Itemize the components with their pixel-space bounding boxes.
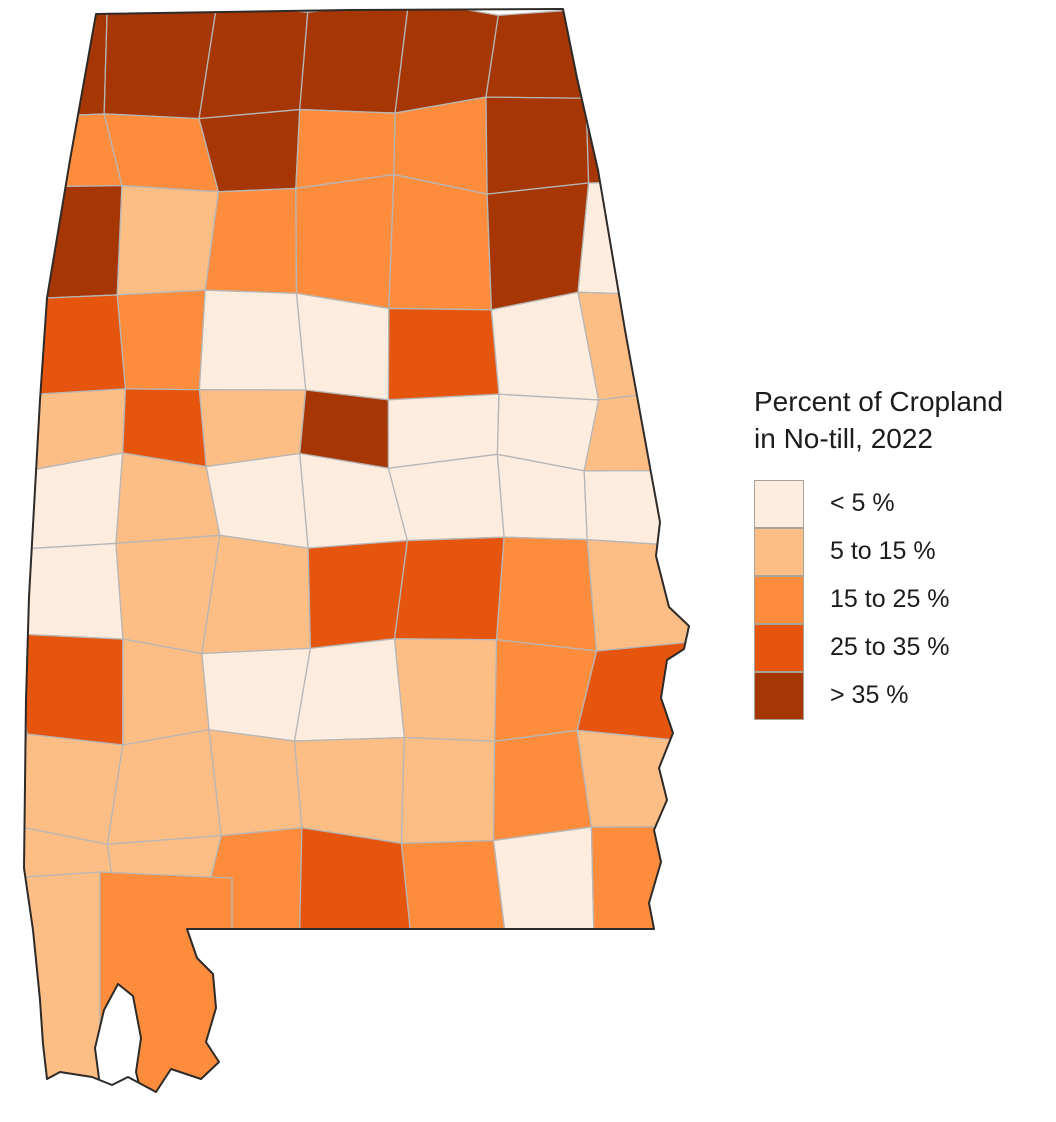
map-canvas: [23, 8, 690, 1093]
legend-label: > 35 %: [830, 680, 909, 709]
county-cell: [295, 173, 395, 310]
county-cell: [198, 9, 309, 120]
county-cell: [387, 453, 505, 542]
county-cell: [585, 97, 689, 184]
county-cell: [24, 733, 124, 845]
county-cell: [485, 96, 590, 195]
legend-label: 25 to 35 %: [830, 632, 950, 661]
legend-label: 15 to 25 %: [830, 584, 950, 613]
county-cell: [24, 184, 123, 300]
county-cell: [116, 184, 220, 296]
county-cell: [400, 736, 496, 844]
county-cell: [492, 729, 593, 842]
county-cell: [24, 871, 101, 1092]
legend-swatch: [754, 671, 804, 720]
legend: Percent of Cropland in No-till, 2022 < 5…: [742, 383, 1056, 720]
state-outline: [23, 8, 690, 1093]
county-cell: [103, 9, 218, 120]
county-cell: [24, 9, 109, 119]
alabama-county-map: [23, 8, 690, 1093]
county-cell: [299, 827, 411, 930]
county-cell: [115, 452, 221, 545]
county-cell: [24, 294, 127, 397]
legend-swatch: [754, 479, 804, 528]
county-cell: [295, 292, 390, 401]
county-cell: [299, 9, 410, 114]
county-cell: [485, 9, 587, 99]
county-cell: [586, 539, 689, 652]
county-cell: [393, 638, 498, 742]
legend-label: < 5 %: [830, 488, 895, 517]
county-cell: [24, 633, 124, 746]
county-cell: [122, 638, 210, 746]
legend-item: 5 to 15 %: [754, 527, 1056, 576]
county-cell: [201, 647, 312, 742]
legend-items: < 5 % 5 to 15 % 15 to 25 % 25 to 35 % > 35 %: [754, 479, 1056, 720]
county-cell: [106, 729, 222, 845]
county-cell: [293, 736, 405, 844]
legend-swatch: [754, 527, 804, 576]
county-cell: [293, 638, 405, 742]
county-cell: [205, 452, 309, 549]
county-cell: [583, 470, 689, 547]
mobile-bay-water: [93, 982, 145, 1092]
county-cell: [116, 289, 206, 391]
county-cell: [590, 826, 689, 930]
legend-title-line1: Percent of Cropland: [754, 386, 1004, 417]
county-cell: [576, 729, 689, 828]
county-cell: [578, 9, 689, 118]
county-cell: [387, 307, 500, 401]
county-cell: [492, 826, 595, 930]
county-cell: [24, 113, 123, 188]
county-cell: [388, 173, 493, 311]
legend-swatch: [754, 623, 804, 672]
county-cell: [400, 839, 506, 930]
legend-swatch: [754, 575, 804, 624]
county-cell: [307, 539, 409, 650]
county-cell: [577, 180, 689, 298]
county-cell: [394, 9, 499, 114]
county-cell: [24, 542, 124, 640]
legend-label: 5 to 15 %: [830, 536, 936, 565]
legend-item: 25 to 35 %: [754, 623, 1056, 672]
county-cell: [198, 289, 307, 391]
legend-title-line2: in No-till, 2022: [754, 423, 933, 454]
county-cell: [577, 291, 689, 401]
county-cell: [201, 534, 312, 655]
legend-item: 15 to 25 %: [754, 575, 1056, 624]
county-cell: [393, 536, 505, 641]
county-cell: [486, 182, 590, 311]
legend-title: Percent of Cropland in No-till, 2022: [754, 383, 1056, 457]
county-cell: [204, 187, 298, 295]
legend-item: < 5 %: [754, 479, 1056, 528]
county-cell: [576, 639, 689, 743]
county-cell: [208, 729, 303, 837]
county-cell: [495, 536, 598, 652]
legend-item: > 35 %: [754, 671, 1056, 720]
county-cell: [583, 386, 689, 472]
county-layer: [24, 9, 689, 1092]
